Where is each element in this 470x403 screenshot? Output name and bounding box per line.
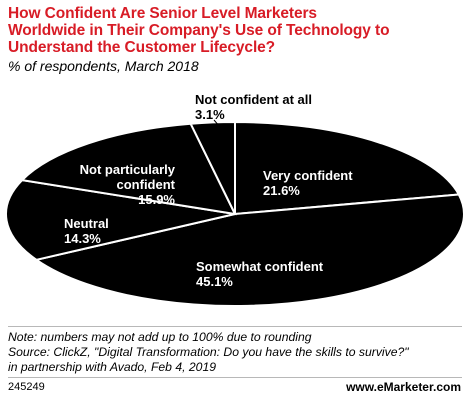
slice-label-not-particularly-confident-text: confident xyxy=(117,177,176,192)
source-text-line-1: Source: ClickZ, "Digital Transformation:… xyxy=(8,345,409,359)
title-line: How Confident Are Senior Level Marketers xyxy=(8,5,317,22)
note-text: Note: numbers may not add up to 100% due… xyxy=(8,330,312,344)
pie-slice-not-confident-at-all xyxy=(189,120,236,215)
divider-top xyxy=(8,326,462,327)
source-text-line-2: in partnership with Avado, Feb 4, 2019 xyxy=(8,360,216,374)
pie-slices xyxy=(5,120,465,307)
chart-notes: Note: numbers may not add up to 100% due… xyxy=(8,330,468,375)
slice-label-somewhat-confident-text: Somewhat confident xyxy=(196,259,324,274)
slice-label-very-confident-text: Very confident xyxy=(263,168,353,183)
chart-title: How Confident Are Senior Level Marketers… xyxy=(8,5,463,56)
title-line: Worldwide in Their Company's Use of Tech… xyxy=(8,22,390,39)
slice-label-not-confident-at-all-text: Not confident at all xyxy=(195,92,312,107)
slice-label-very-confident-value: 21.6% xyxy=(263,183,300,198)
slice-label-not-confident-at-all-value: 3.1% xyxy=(195,107,225,122)
pie-slice-not-particularly-confident xyxy=(20,122,237,216)
slice-label-somewhat-confident-value: 45.1% xyxy=(196,274,233,289)
slice-label-neutral-text: Neutral xyxy=(64,216,109,231)
slice-label-not-particularly-confident-value: 15.9% xyxy=(138,192,175,207)
slice-label-not-particularly-confident-text: Not particularly xyxy=(80,162,176,177)
chart-subtitle: % of respondents, March 2018 xyxy=(8,58,199,74)
leader-line-not-confident-at-all xyxy=(213,119,227,135)
pie-slice-somewhat-confident xyxy=(34,193,465,307)
title-line: Understand the Customer Lifecycle? xyxy=(8,39,276,56)
chart-id: 245249 xyxy=(8,381,45,393)
divider-bottom xyxy=(8,377,462,378)
emarketer-link[interactable]: www.eMarketer.com xyxy=(346,380,461,394)
pie-slice-neutral xyxy=(5,179,236,261)
slice-label-neutral-value: 14.3% xyxy=(64,231,101,246)
pie-slice-very-confident xyxy=(234,120,461,216)
